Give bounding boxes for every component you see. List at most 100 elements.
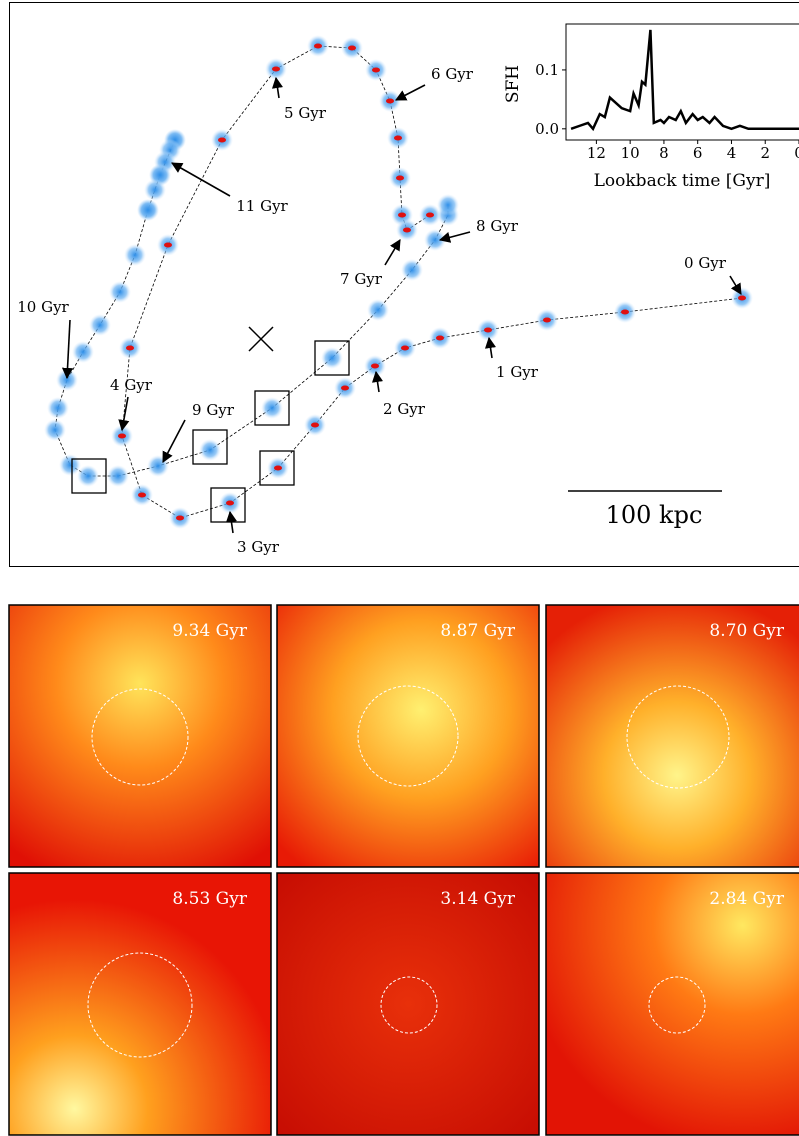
snapshot-time: 8.87 Gyr <box>440 621 515 641</box>
snapshot-time: 8.53 Gyr <box>172 889 247 909</box>
halo-core <box>372 67 380 73</box>
snapshot-image <box>545 604 799 868</box>
halo-core <box>371 363 379 369</box>
x-tick-label: 10 <box>621 144 640 162</box>
time-arrow <box>484 336 497 359</box>
halo-core <box>126 345 134 351</box>
particle-cloud <box>47 397 69 419</box>
halo-core <box>394 135 402 141</box>
snapshot-panels: 9.34 Gyr 8.87 Gyr 8.70 Gyr 8.53 Gyr 3.14 Gyr… <box>8 604 799 1136</box>
particle-cloud <box>401 259 423 281</box>
snapshot-time: 3.14 Gyr <box>440 889 515 909</box>
halo-core <box>484 327 492 333</box>
orbit-track <box>54 139 449 477</box>
halo-core <box>543 317 551 323</box>
halo-core <box>138 492 146 498</box>
x-axis-label: Lookback time [Gyr] <box>594 171 771 191</box>
sfh-inset: 12 10 8 6 4 2 0 0.0 0.1 Lookback time [Gyr] SFH <box>503 29 799 191</box>
aperture-circle <box>626 685 730 789</box>
halo-core <box>311 422 319 428</box>
panel-frame <box>9 2 799 567</box>
particle-cloud <box>144 179 166 201</box>
snapshot-box <box>254 390 290 426</box>
aperture-circle <box>357 685 459 787</box>
time-arrow <box>61 319 74 380</box>
halo-core <box>274 465 282 471</box>
particle-cloud <box>437 194 459 216</box>
halo-core <box>118 433 126 439</box>
particle-cloud <box>261 397 283 419</box>
snapshot-box <box>192 429 228 465</box>
time-label: 11 Gyr <box>236 197 288 215</box>
time-arrow <box>171 162 231 197</box>
aperture-circle <box>91 688 189 786</box>
snapshot-box <box>71 458 107 494</box>
scale-label: 100 kpc <box>606 501 703 529</box>
x-tick-label: 8 <box>659 144 669 162</box>
particle-cloud <box>124 244 146 266</box>
particle-cloud <box>137 199 159 221</box>
time-arrow <box>225 510 237 534</box>
halo-core <box>396 175 404 181</box>
time-arrow <box>162 419 186 463</box>
halo-core <box>314 43 322 49</box>
inset-frame <box>565 23 799 141</box>
halo-core <box>436 335 444 341</box>
halo-core <box>738 295 746 301</box>
halo-core <box>398 212 406 218</box>
particle-cloud <box>367 299 389 321</box>
halo-core <box>218 137 226 143</box>
time-label: 2 Gyr <box>383 400 426 418</box>
particle-cloud <box>44 419 66 441</box>
particle-cloud <box>72 341 94 363</box>
y-tick-label: 0.0 <box>535 120 559 138</box>
snapshot-time: 2.84 Gyr <box>709 889 784 909</box>
x-tick-label: 0 <box>794 144 799 162</box>
y-tick-label: 0.1 <box>535 61 559 79</box>
particle-cloud <box>89 314 111 336</box>
halo-core <box>403 227 411 233</box>
snapshot-image <box>545 872 799 1136</box>
time-label: 1 Gyr <box>496 363 539 381</box>
halo-core <box>272 66 280 72</box>
snapshot-time: 9.34 Gyr <box>172 621 247 641</box>
time-arrow <box>118 396 130 432</box>
time-label: 4 Gyr <box>110 376 153 394</box>
x-tick-label: 12 <box>587 144 606 162</box>
time-label: 6 Gyr <box>431 65 474 83</box>
snapshot-box <box>259 450 295 486</box>
snapshot-image <box>8 604 272 868</box>
particle-cloud <box>77 465 99 487</box>
halo-core <box>348 45 356 51</box>
time-label: 3 Gyr <box>237 538 280 556</box>
aperture-circle <box>648 976 706 1034</box>
snapshot-image <box>276 872 540 1136</box>
halo-core <box>226 500 234 506</box>
time-label: 0 Gyr <box>684 254 727 272</box>
halo-core <box>164 242 172 248</box>
snapshot-time: 8.70 Gyr <box>709 621 784 641</box>
sfh-line <box>570 29 799 132</box>
center-marker <box>248 326 274 352</box>
time-label: 8 Gyr <box>476 217 519 235</box>
halo-core <box>401 345 409 351</box>
time-arrow <box>271 76 284 99</box>
time-label: 7 Gyr <box>340 270 383 288</box>
halo-core <box>341 385 349 391</box>
time-arrow <box>395 84 426 101</box>
time-label: 5 Gyr <box>284 104 327 122</box>
snapshot-image <box>276 604 540 868</box>
particle-cloud <box>107 465 129 487</box>
time-label: 10 Gyr <box>17 298 69 316</box>
halo-core <box>426 212 434 218</box>
particle-cloud <box>109 281 131 303</box>
aperture-circle <box>380 976 438 1034</box>
orbit-plot: 0 Gyr 1 Gyr 2 Gyr 3 Gyr 4 Gyr 5 Gyr 6 Gyr 7 Gyr… <box>17 35 753 556</box>
particle-cloud <box>199 439 221 461</box>
aperture-circle <box>87 952 193 1058</box>
halo-core <box>386 98 394 104</box>
x-tick-label: 2 <box>760 144 770 162</box>
particle-cloud <box>321 347 343 369</box>
